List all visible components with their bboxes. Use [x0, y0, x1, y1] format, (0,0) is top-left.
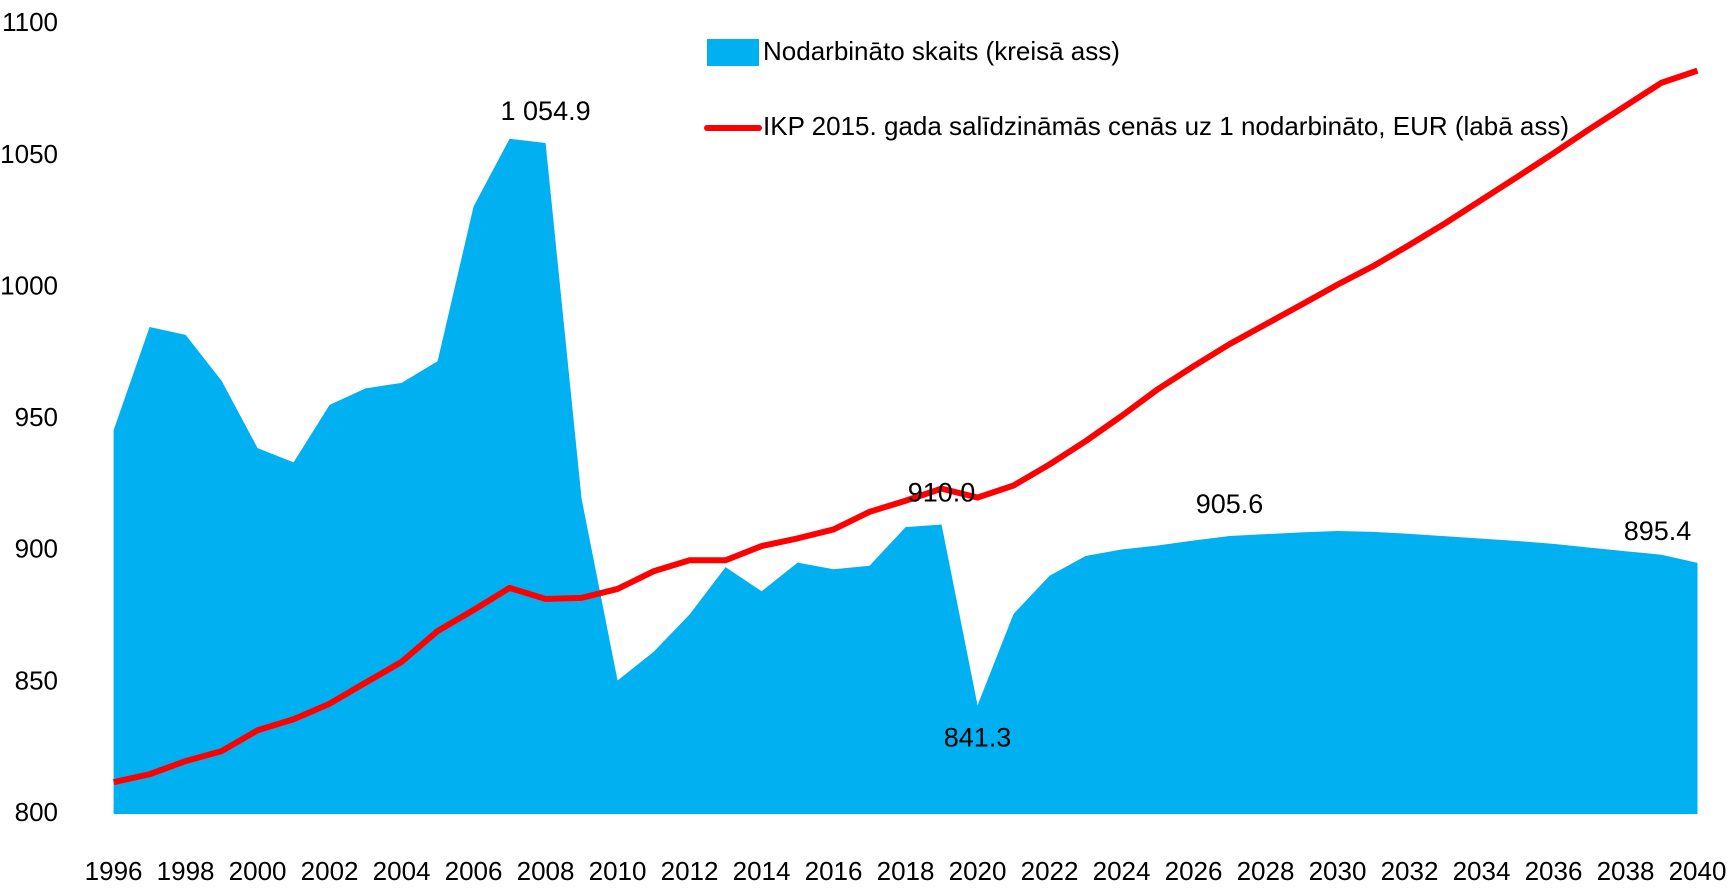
x-tick-label: 2010 [589, 856, 647, 886]
x-tick-label: 2040 [1669, 856, 1727, 886]
y-tick-label: 800 [15, 797, 58, 827]
y-tick-label: 1000 [0, 270, 58, 300]
line [112, 67, 1699, 786]
x-tick-label: 2026 [1165, 856, 1223, 886]
data-label: 1 054.9 [501, 96, 591, 126]
legend-swatch [707, 39, 759, 66]
y-tick-label: 1100 [2, 7, 58, 37]
x-tick-label: 2028 [1237, 856, 1295, 886]
x-tick-label: 2002 [301, 856, 359, 886]
y-tick-label: 850 [15, 665, 58, 695]
legend-label: IKP 2015. gada salīdzināmās cenās uz 1 n… [763, 111, 1569, 141]
x-tick-label: 2034 [1453, 856, 1511, 886]
x-tick-label: 2008 [517, 856, 575, 886]
x-tick-label: 2004 [373, 856, 431, 886]
x-tick-label: 2016 [805, 856, 863, 886]
x-tick-label: 1998 [157, 856, 215, 886]
data-label: 841.3 [944, 722, 1012, 752]
x-tick-label: 2032 [1381, 856, 1439, 886]
legend-label: Nodarbināto skaits (kreisā ass) [763, 36, 1120, 66]
y-tick-label: 1050 [0, 139, 58, 169]
data-label: 895.4 [1624, 516, 1692, 546]
data-label: 910.0 [908, 478, 976, 508]
x-tick-label: 2036 [1525, 856, 1583, 886]
x-tick-label: 2014 [733, 856, 791, 886]
x-tick-label: 2022 [1021, 856, 1079, 886]
x-tick-label: 2020 [949, 856, 1007, 886]
x-tick-label: 2006 [445, 856, 503, 886]
data-label: 905.6 [1196, 489, 1264, 519]
x-tick-label: 2000 [229, 856, 287, 886]
x-tick-label: 2038 [1597, 856, 1655, 886]
x-tick-label: 2018 [877, 856, 935, 886]
area [113, 138, 1698, 814]
y-tick-label: 900 [15, 534, 58, 564]
y-tick-label: 950 [15, 402, 58, 432]
x-tick-label: 2012 [661, 856, 719, 886]
x-tick-label: 2030 [1309, 856, 1367, 886]
x-tick-label: 2024 [1093, 856, 1151, 886]
x-tick-label: 1996 [85, 856, 143, 886]
